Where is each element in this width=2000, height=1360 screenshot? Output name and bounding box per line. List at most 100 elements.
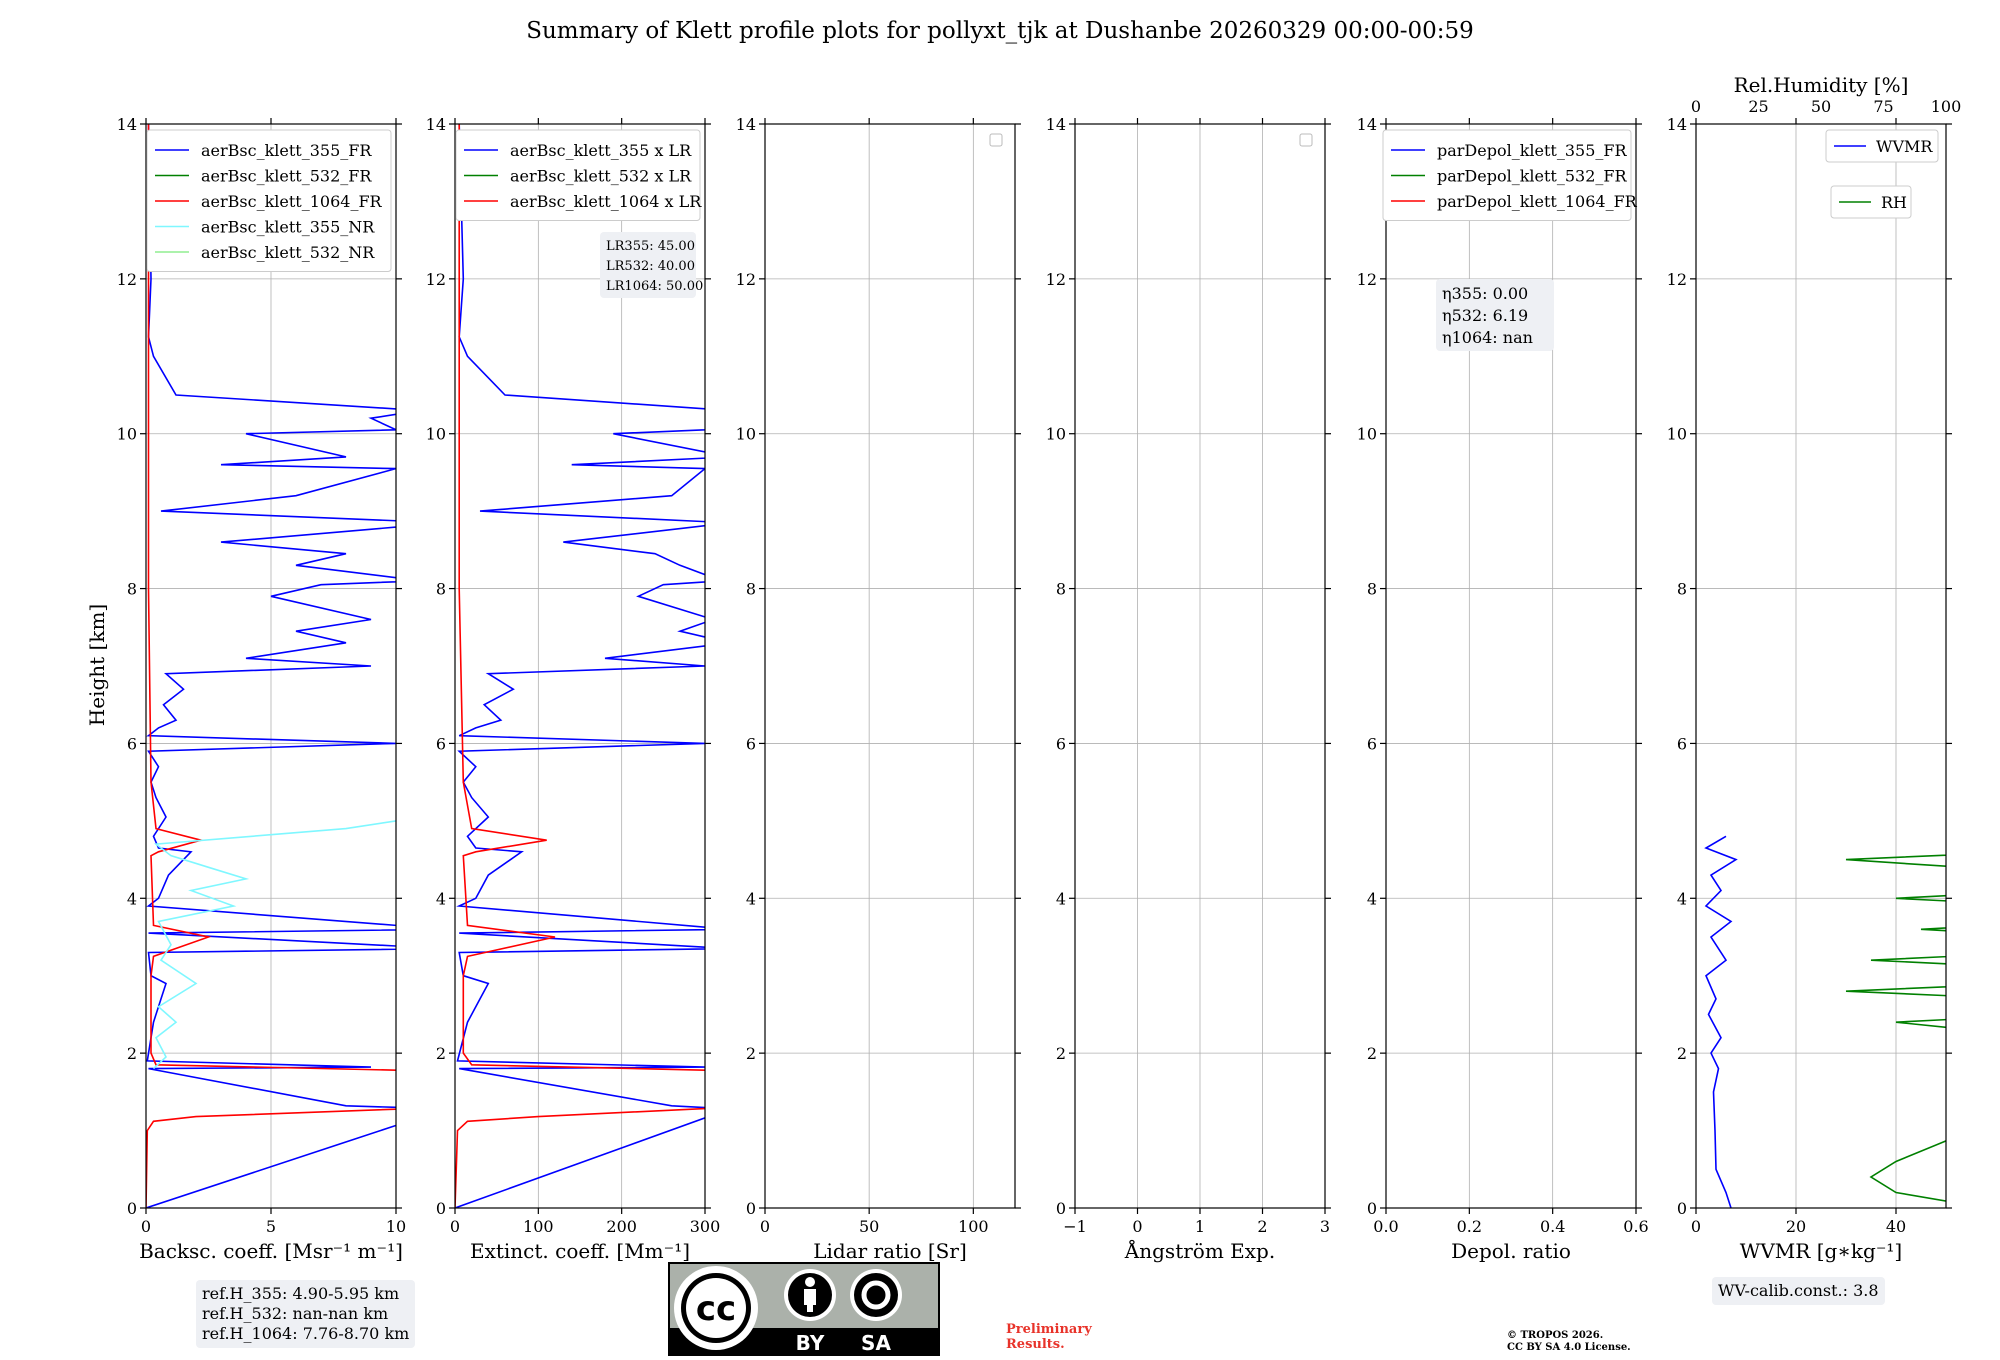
y-axis-label: Height [km] <box>85 604 109 726</box>
x-tick-label: 0 <box>1132 1217 1142 1236</box>
copyright-note: © TROPOS 2026. CC BY SA 4.0 License. <box>1507 1330 1631 1354</box>
x-tick-label: 0.4 <box>1540 1217 1565 1236</box>
y-tick-label: 8 <box>127 580 137 599</box>
ref-height-1064: ref.H_1064: 7.76-8.70 km <box>202 1324 410 1343</box>
x-axis-label: Lidar ratio [Sr] <box>813 1239 967 1263</box>
legend-label: WVMR <box>1876 137 1933 156</box>
empty-legend-box <box>1299 133 1313 147</box>
x-axis-label: Backsc. coeff. [Msr⁻¹ m⁻¹] <box>139 1239 403 1263</box>
y-tick-label: 2 <box>127 1044 137 1063</box>
series-group <box>455 124 705 1208</box>
y-tick-label: 2 <box>436 1044 446 1063</box>
y-tick-label: 0 <box>127 1199 137 1218</box>
series-line-aerBsc_klett_1064_FR <box>146 124 396 1208</box>
eta-box <box>1436 279 1554 351</box>
legend-label: aerBsc_klett_532_NR <box>201 243 375 262</box>
y-tick-label: 4 <box>1677 889 1687 908</box>
y-tick-label: 8 <box>1367 580 1377 599</box>
y-tick-label: 0 <box>1367 1199 1377 1218</box>
series-line-RH <box>1845 854 1946 1202</box>
copyright-line1: © TROPOS 2026. <box>1507 1330 1604 1341</box>
x-tick-label: 1 <box>1195 1217 1205 1236</box>
preliminary-results-note: Preliminary Results. <box>1006 1322 1092 1352</box>
y-tick-label: 14 <box>1667 115 1687 134</box>
copyright-line2: CC BY SA 4.0 License. <box>1507 1342 1631 1353</box>
legend-label: parDepol_klett_355_FR <box>1437 141 1628 160</box>
legend-box <box>1382 129 1632 221</box>
by-text: BY <box>796 1331 825 1355</box>
legend-label: aerBsc_klett_532_FR <box>201 167 372 186</box>
cc-text: cc <box>696 1289 736 1329</box>
person-icon <box>805 1277 815 1287</box>
share-alike-icon <box>861 1280 891 1310</box>
x-tick-label: −1 <box>1063 1217 1087 1236</box>
y-tick-label: 10 <box>1046 425 1066 444</box>
x-tick-label: 0 <box>1691 1217 1701 1236</box>
axes-frame <box>1695 123 1947 1209</box>
prelim-line2: Results. <box>1006 1337 1065 1352</box>
y-tick-label: 4 <box>746 889 756 908</box>
legend-label: parDepol_klett_1064_FR <box>1437 192 1638 211</box>
panel-bsc: 0 2 4 6 8 10 12 14 0 5 10 Backsc. coeff. [Msr⁻¹ m⁻¹… <box>117 115 407 1263</box>
top-tick-label: 100 <box>1931 97 1962 116</box>
y-tick-label: 6 <box>1367 734 1377 753</box>
y-tick-label: 10 <box>426 425 446 444</box>
y-tick-label: 4 <box>127 889 137 908</box>
series-line-aerBsc_klett_355 x LR <box>455 124 705 1208</box>
y-tick-label: 6 <box>746 734 756 753</box>
ref-height-355: ref.H_355: 4.90-5.95 km <box>202 1284 400 1303</box>
y-tick-label: 14 <box>1046 115 1066 134</box>
figure-title: Summary of Klett profile plots for polly… <box>526 18 1474 44</box>
prelim-line1: Preliminary <box>1006 1322 1092 1337</box>
eta-box-line: η1064: nan <box>1442 328 1533 347</box>
y-tick-label: 12 <box>1046 270 1066 289</box>
y-tick-label: 12 <box>1667 270 1687 289</box>
top-tick-label: 50 <box>1811 97 1831 116</box>
legend-label: aerBsc_klett_1064_FR <box>201 192 383 211</box>
series-line-aerBsc_klett_355_FR <box>146 124 396 1208</box>
wv-calib-box: WV-calib.const.: 3.8 <box>1712 1277 1885 1305</box>
lr-box-line: LR355: 45.00 <box>606 239 695 254</box>
series-line-aerBsc_klett_1064 x LR <box>455 124 705 1208</box>
y-tick-label: 12 <box>736 270 756 289</box>
y-tick-label: 10 <box>736 425 756 444</box>
x-tick-label: 0.6 <box>1623 1217 1648 1236</box>
legend-label: RH <box>1881 193 1907 212</box>
legend-label: aerBsc_klett_532 x LR <box>510 167 692 186</box>
y-tick-label: 10 <box>1357 425 1377 444</box>
ref-height-532: ref.H_532: nan-nan km <box>202 1304 389 1323</box>
x-tick-label: 5 <box>266 1217 276 1236</box>
x-tick-label: 0 <box>760 1217 770 1236</box>
x-axis-label: WVMR [g∗kg⁻¹] <box>1740 1239 1902 1263</box>
wv-calib-text: WV-calib.const.: 3.8 <box>1718 1281 1879 1300</box>
y-tick-label: 8 <box>1677 580 1687 599</box>
axes-frame <box>454 123 706 1209</box>
x-tick-label: 50 <box>859 1217 879 1236</box>
x-axis-label: Extinct. coeff. [Mm⁻¹] <box>470 1239 690 1263</box>
x-tick-label: 0.2 <box>1457 1217 1482 1236</box>
eta-box-line: η532: 6.19 <box>1442 306 1528 325</box>
legend-label: parDepol_klett_532_FR <box>1437 167 1628 186</box>
y-tick-label: 6 <box>1056 734 1066 753</box>
legend-label: aerBsc_klett_355 x LR <box>510 141 692 160</box>
x-axis-label: Ångström Exp. <box>1124 1238 1275 1263</box>
y-tick-label: 0 <box>436 1199 446 1218</box>
y-tick-label: 2 <box>1056 1044 1066 1063</box>
x-axis-label: Depol. ratio <box>1451 1239 1571 1263</box>
eta-box-line: η355: 0.00 <box>1442 284 1528 303</box>
x-tick-label: 2 <box>1257 1217 1267 1236</box>
series-line-WVMR <box>1704 835 1738 1208</box>
y-tick-label: 6 <box>127 734 137 753</box>
y-tick-label: 14 <box>1357 115 1377 134</box>
y-tick-label: 0 <box>1677 1199 1687 1218</box>
y-tick-label: 14 <box>426 115 446 134</box>
legend-label: aerBsc_klett_355_FR <box>201 141 372 160</box>
y-tick-label: 4 <box>1056 889 1066 908</box>
y-tick-label: 12 <box>1357 270 1377 289</box>
legend-box <box>455 129 701 221</box>
y-tick-label: 0 <box>1056 1199 1066 1218</box>
y-tick-label: 4 <box>436 889 446 908</box>
